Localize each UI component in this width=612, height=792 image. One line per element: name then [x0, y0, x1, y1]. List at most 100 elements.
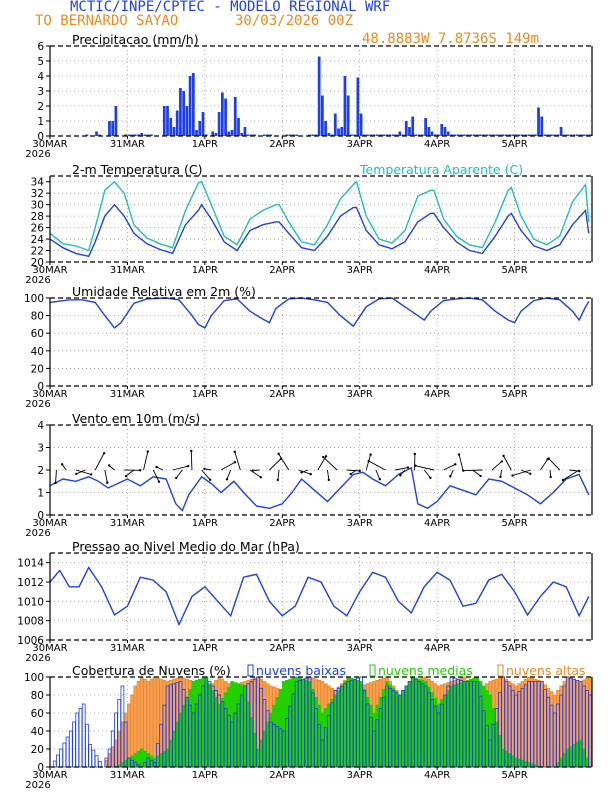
wind-arrow [472, 469, 481, 477]
rh-xtick-label: 1APR [192, 389, 218, 400]
cloud-ytick-label: 100 [24, 672, 44, 684]
pres-xtick-label: 4APR [424, 643, 450, 654]
precip-bar [469, 134, 473, 136]
cloud-bar-nuvens-medias [262, 730, 267, 768]
wind-arrow [269, 458, 282, 471]
cloud-bar-nuvens-medias [323, 708, 328, 768]
wind-arrow-head [549, 475, 552, 479]
wind-arrow-head [175, 476, 178, 480]
wind-arrow [458, 454, 464, 471]
cloud-bar-nuvens-medias [398, 694, 402, 768]
precip-bar [262, 134, 266, 136]
cloud-bar-nuvens-baixas [59, 748, 63, 768]
cloud-bar-nuvens-altas [110, 746, 115, 768]
pres-xtick-label: 1APR [192, 643, 218, 654]
cloud-bar-nuvens-medias [436, 703, 441, 768]
wind-arrow [125, 469, 135, 477]
cloud-bar-nuvens-medias [572, 744, 576, 768]
precip-bar [143, 134, 147, 136]
precip-bar [559, 127, 563, 136]
cloud-bar-nuvens-medias [417, 678, 422, 768]
pres-ytick-label: 1010 [17, 596, 44, 608]
temp-line-blue [49, 203, 590, 258]
cloud-bar-nuvens-medias [346, 676, 351, 768]
cloud-bar-nuvens-medias [127, 757, 131, 768]
cloud-bar-nuvens-medias [181, 704, 186, 768]
precip-bar [285, 134, 289, 136]
wind-xtick-label: 2APR [269, 518, 295, 529]
pres-xtick-label: 30MAR [32, 643, 67, 654]
temp-xtick-label: 2APR [269, 265, 295, 276]
wind-arrow [322, 456, 338, 471]
precip-bar [379, 134, 382, 136]
cloud-bar-nuvens-medias [239, 684, 244, 768]
precip-bar [369, 134, 373, 136]
rh-ytick-label: 40 [31, 346, 44, 358]
wind-arrow-head [54, 481, 57, 485]
precip-ytick-label: 1 [37, 116, 44, 128]
wind-year-label: 2026 [25, 528, 50, 539]
cloud-bar-nuvens-medias [339, 685, 344, 768]
cloud-bar-nuvens-medias [385, 681, 389, 768]
temp-ytick-label: 28 [31, 211, 44, 223]
precip-bar [150, 134, 153, 136]
precip-bar [450, 134, 453, 136]
cloud-bar-nuvens-medias [491, 708, 496, 768]
temp-xtick-label: 30MAR [32, 265, 67, 276]
precip-bar [243, 127, 247, 136]
precip-bar [530, 134, 534, 136]
precip-bar [517, 134, 521, 136]
cloud-bar-nuvens-medias [578, 739, 583, 768]
cloud-bar-nuvens-medias [485, 690, 489, 768]
cloud-bar-nuvens-medias [439, 699, 444, 768]
rh-line-blue [49, 297, 590, 329]
precip-bar [411, 116, 415, 136]
precip-bar [217, 112, 221, 136]
cloud-bar-nuvens-baixas [56, 754, 60, 768]
precip-bar [356, 77, 360, 136]
precip-bar [495, 134, 498, 136]
wind-xtick-label: 30MAR [32, 518, 67, 529]
precip-bar [572, 134, 576, 136]
wind-arrow-head [190, 449, 193, 453]
precip-bar [404, 121, 408, 136]
precip-bar [227, 131, 231, 136]
cloud-bar-nuvens-medias [569, 746, 573, 768]
temp-year-label: 2026 [25, 275, 50, 286]
precip-bar [566, 134, 569, 136]
pres-panel [46, 552, 593, 643]
cloud-bar-nuvens-medias [336, 690, 341, 768]
cloud-bar-nuvens-altas [149, 678, 154, 768]
cloud-bar-nuvens-medias [194, 679, 199, 768]
cloud-legend-swatch [247, 664, 254, 677]
precip-ytick-label: 3 [37, 86, 44, 98]
precip-bar [98, 134, 102, 136]
cloud-legend-label: nuvens baixas [256, 663, 346, 678]
wind-arrow-head [327, 478, 331, 482]
cloud-bar-nuvens-altas [546, 687, 551, 768]
wind-panel [46, 424, 593, 518]
wind-arrow [491, 461, 503, 471]
wind-line-blue [49, 466, 590, 512]
cloud-bar-nuvens-medias [204, 676, 209, 768]
cloud-bar-nuvens-altas [517, 683, 522, 768]
wind-arrow-head [225, 478, 229, 481]
cloud-bar-nuvens-medias [556, 762, 560, 768]
cloud-bar-nuvens-altas [539, 681, 544, 768]
precip-xtick-label: 31MAR [110, 139, 145, 150]
precip-bar [201, 112, 205, 136]
cloud-bar-nuvens-medias [120, 762, 125, 768]
wind-arrow-head [107, 464, 111, 467]
precip-bar [524, 134, 527, 136]
temp-line-cyan [49, 180, 590, 252]
wind-arrow [190, 450, 193, 471]
cloud-bar-nuvens-medias [268, 712, 273, 768]
wind-arrow [415, 465, 435, 471]
wind-arrow [423, 469, 431, 479]
temp-ytick-label: 26 [31, 223, 45, 235]
cloud-bar-nuvens-altas [527, 676, 531, 768]
precip-bar [391, 134, 395, 136]
cloud-ytick-label: 40 [31, 726, 44, 738]
wind-arrow-head [529, 472, 532, 475]
